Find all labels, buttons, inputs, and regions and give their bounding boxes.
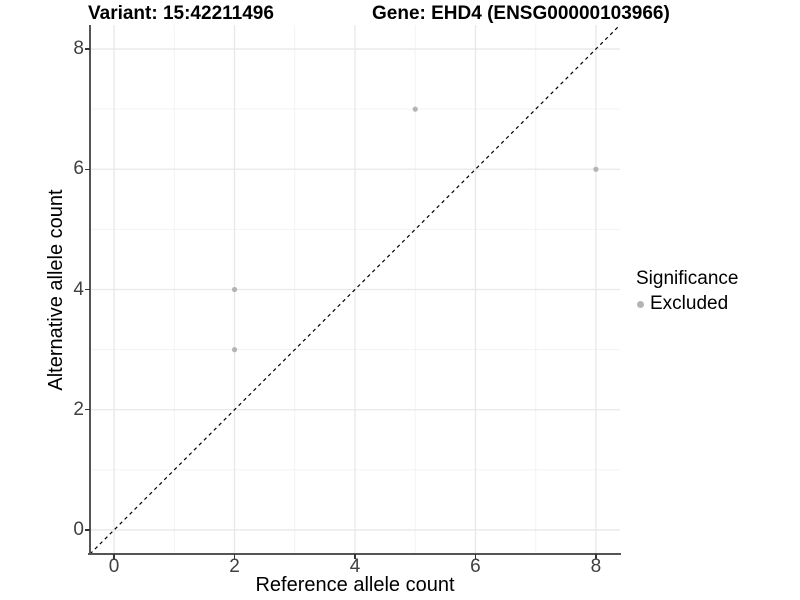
x-axis-line — [88, 552, 621, 555]
legend-key-dot-icon — [637, 300, 644, 308]
y-tick-mark — [85, 168, 90, 171]
x-tick-mark — [595, 554, 597, 559]
y-tick-label: 0 — [73, 518, 84, 540]
data-point — [593, 166, 599, 172]
y-tick-mark — [85, 408, 90, 411]
legend-title: Significance — [636, 268, 739, 289]
x-tick-label: 0 — [108, 556, 120, 577]
y-tick-label: 8 — [73, 38, 84, 60]
x-tick-label: 4 — [349, 556, 361, 577]
x-axis-title: Reference allele count — [255, 574, 455, 596]
y-tick-label: 4 — [73, 278, 84, 300]
legend-item-label: Excluded — [650, 293, 729, 314]
x-tick-mark — [474, 554, 477, 559]
plot-canvas — [89, 24, 621, 555]
legend-items: Excluded — [634, 293, 738, 315]
legend: Significance Excluded — [634, 268, 738, 315]
data-point — [231, 347, 238, 353]
data-point — [412, 106, 418, 112]
identity-line — [89, 24, 621, 555]
gene-title: Gene: EHD4 (ENSG00000103966) — [372, 3, 670, 24]
y-axis-line — [88, 25, 91, 555]
x-tick-label: 6 — [470, 556, 481, 577]
x-tick-label: 8 — [590, 556, 602, 577]
x-tick-mark — [233, 554, 236, 559]
y-axis-title: Alternative allele count — [45, 189, 67, 391]
y-tick-label: 6 — [73, 158, 84, 180]
x-tick-label: 2 — [229, 556, 240, 577]
variant-title: Variant: 15:42211496 — [88, 3, 274, 24]
data-point — [231, 286, 238, 293]
legend-item: Excluded — [634, 293, 738, 315]
y-tick-mark — [85, 288, 90, 291]
y-tick-mark — [85, 529, 90, 531]
y-tick-mark — [85, 48, 90, 50]
x-tick-mark — [354, 554, 356, 559]
plot-panel — [89, 24, 621, 555]
y-tick-label: 2 — [73, 398, 84, 420]
x-tick-mark — [113, 554, 115, 559]
